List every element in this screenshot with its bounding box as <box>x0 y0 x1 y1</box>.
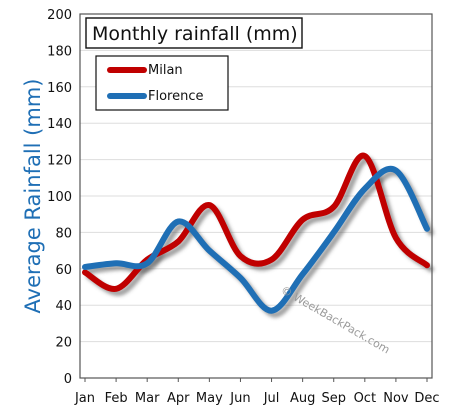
x-tick-label: Jul <box>263 391 280 406</box>
x-tick-label: Sep <box>321 391 346 406</box>
x-tick-label: Aug <box>290 391 315 406</box>
x-tick-label: Apr <box>167 391 190 406</box>
y-axis-label: Average Rainfall (mm) <box>21 79 45 314</box>
y-tick-label: 140 <box>47 117 72 132</box>
y-tick-label: 40 <box>55 299 72 314</box>
legend-box <box>95 55 229 111</box>
y-tick-label: 120 <box>47 154 72 169</box>
x-tick-label: Nov <box>383 391 409 406</box>
legend-label-milan: Milan <box>148 63 183 78</box>
y-axis-ticks: 0 20 40 60 80 100 120 140 160 180 200 <box>47 8 72 387</box>
chart-title: Monthly rainfall (mm) <box>92 23 298 45</box>
y-tick-label: 200 <box>47 8 72 23</box>
x-tick-label: Jan <box>74 391 95 406</box>
x-tick-label: Jun <box>229 391 250 406</box>
series-lines <box>82 152 430 314</box>
x-tick-label: Dec <box>414 391 439 406</box>
x-axis-ticks: Jan Feb Mar Apr May Jun Jul Aug Sep Oct Nov Dec <box>74 378 440 406</box>
y-tick-label: 80 <box>55 226 72 241</box>
y-tick-label: 60 <box>55 263 72 278</box>
x-tick-label: Feb <box>105 391 128 406</box>
watermark: © WeekBackPack.com <box>279 283 393 356</box>
legend-label-florence: Florence <box>148 89 204 104</box>
chart-title-box: Monthly rainfall (mm) <box>85 17 303 49</box>
series-line-florence <box>82 165 430 314</box>
x-tick-label: May <box>196 391 223 406</box>
y-tick-label: 0 <box>64 372 72 387</box>
legend: Milan Florence <box>95 55 229 111</box>
x-tick-label: Mar <box>135 391 160 406</box>
y-tick-label: 180 <box>47 44 72 59</box>
plot-frame <box>79 13 433 379</box>
y-tick-label: 100 <box>47 190 72 205</box>
x-tick-label: Oct <box>354 391 376 406</box>
y-tick-label: 160 <box>47 81 72 96</box>
y-tick-label: 20 <box>55 336 72 351</box>
